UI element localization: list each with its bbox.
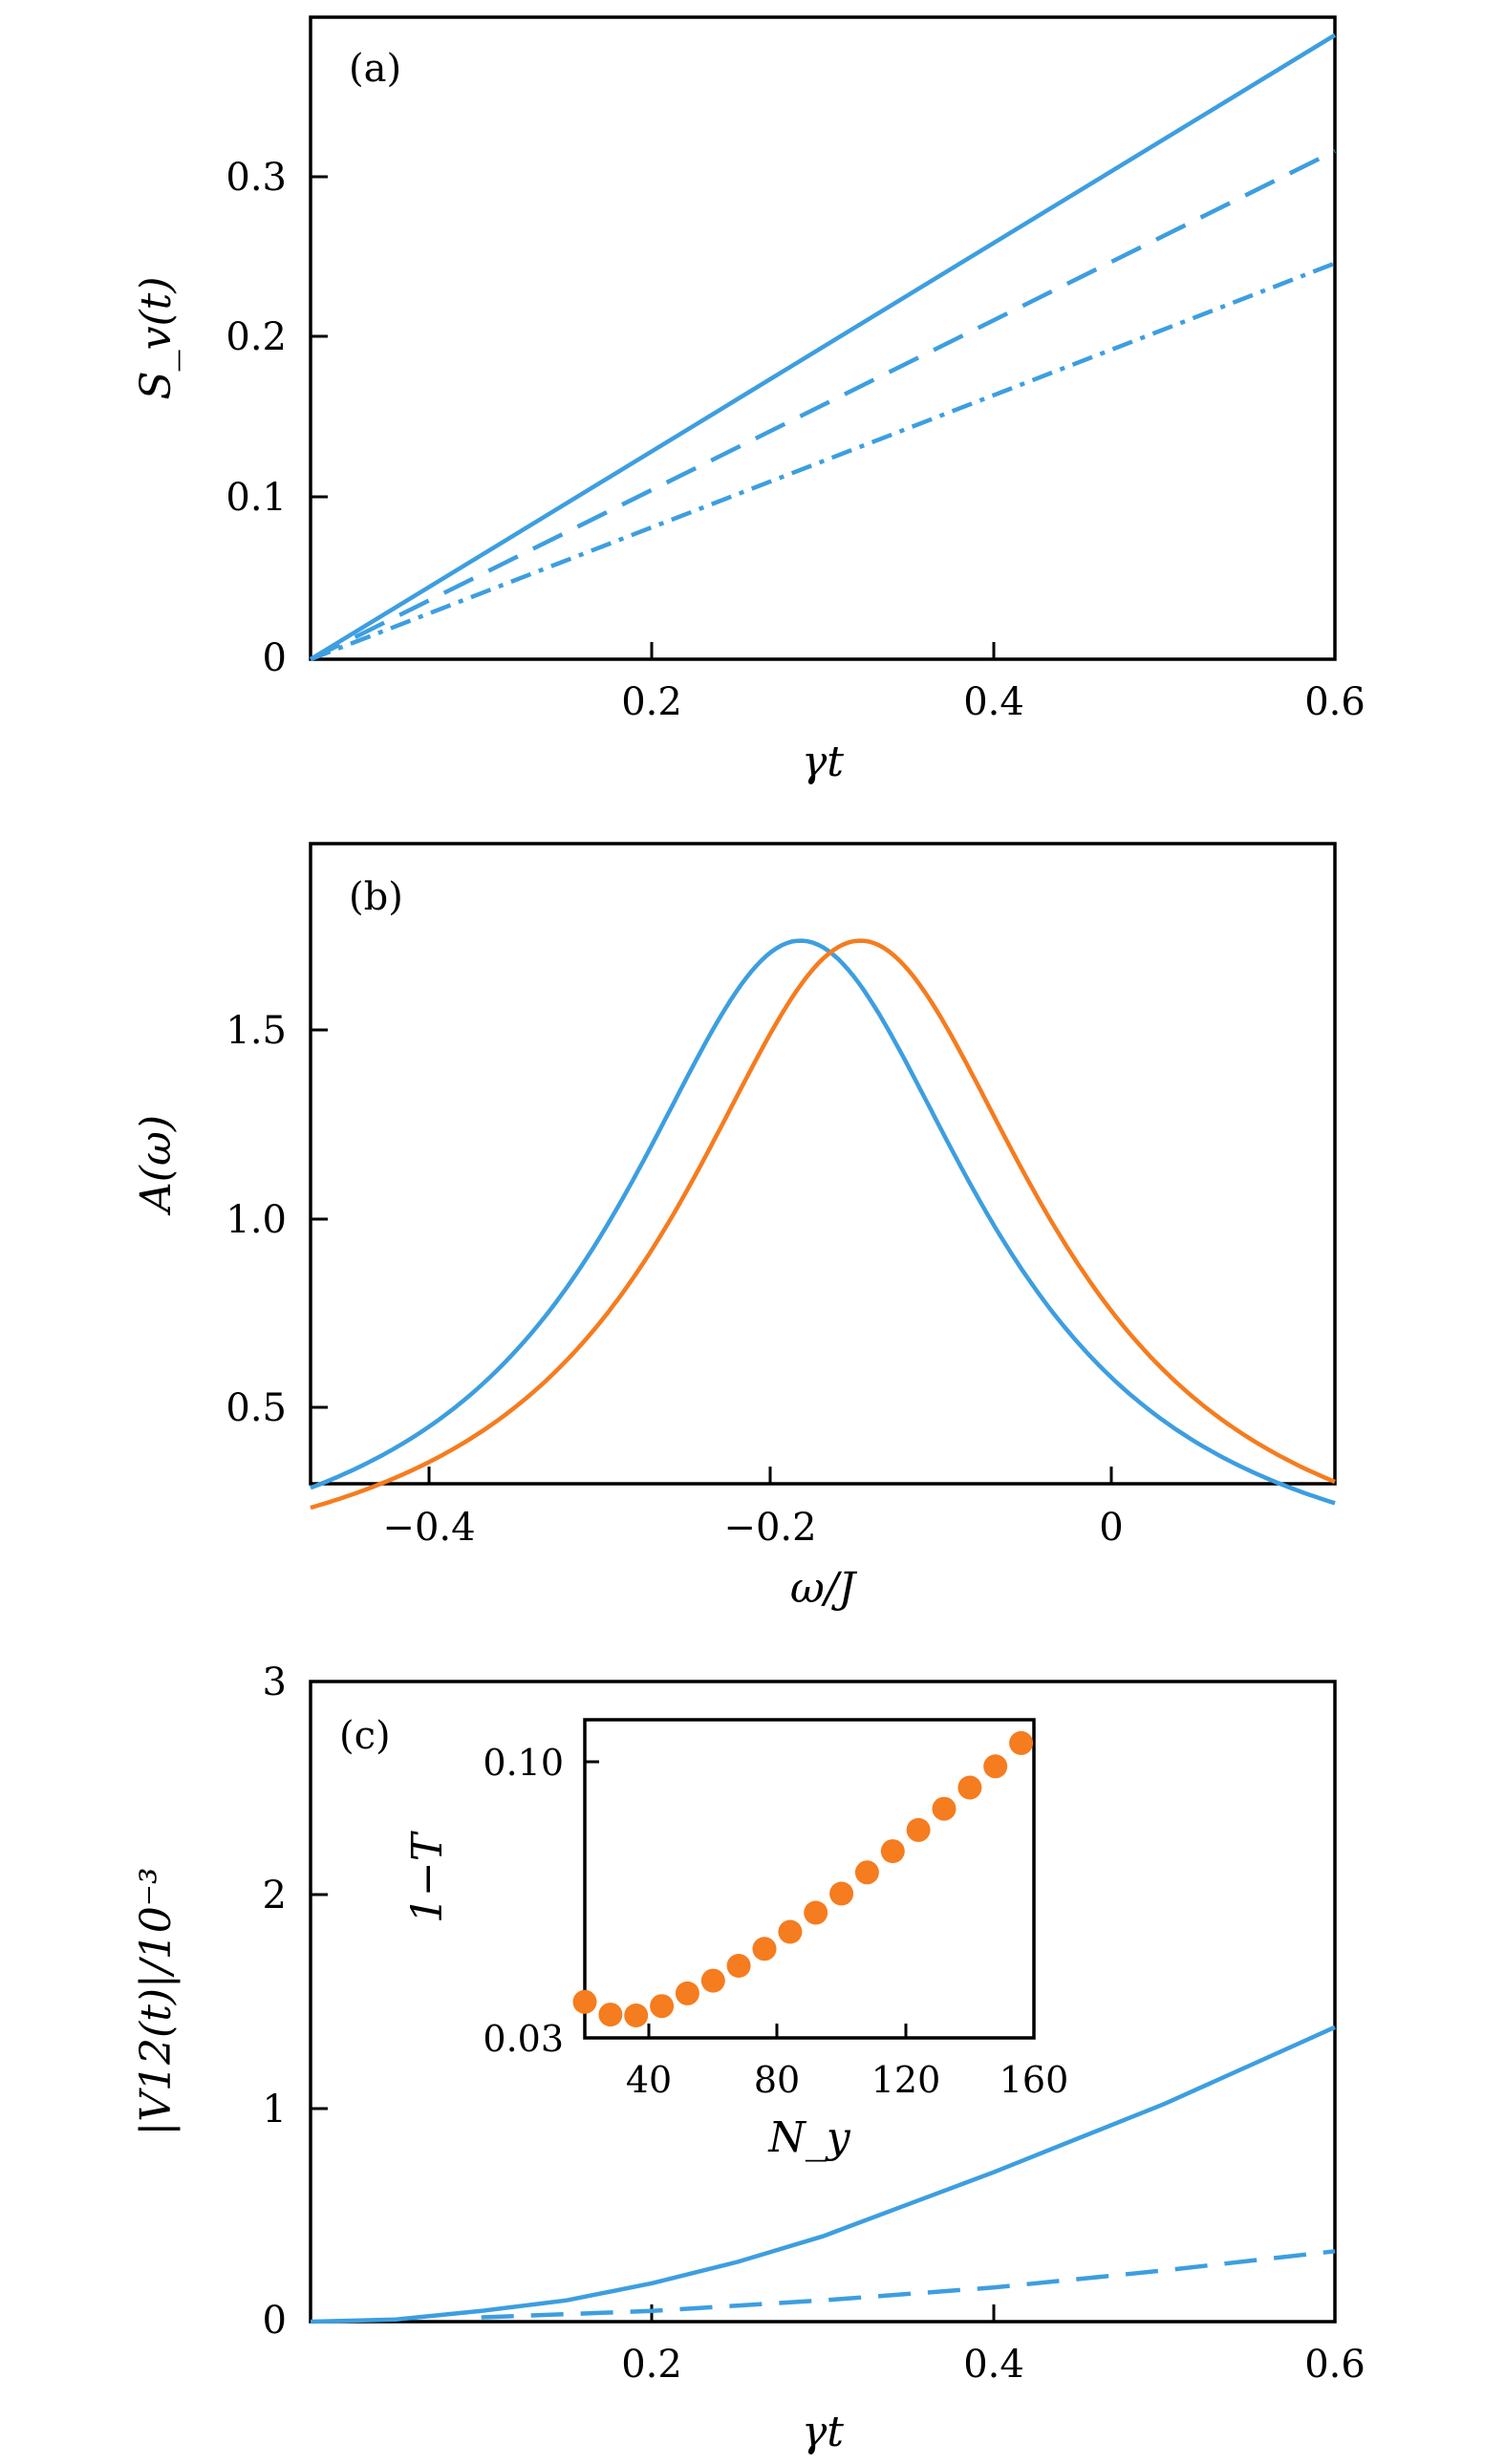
inset-marker-1: [572, 1989, 597, 2014]
panel-c-frame: [309, 1680, 1337, 2324]
panel-b-ylabel: A(ω): [132, 1115, 181, 1216]
inset-marker-6: [700, 1968, 725, 1993]
panel-a-frame: [309, 15, 1337, 661]
panel-c-ytick-label-2: 2: [263, 1874, 287, 1918]
panel-c-ytick-label-0: 0: [263, 2299, 287, 2343]
panel-c-xlabel: γt: [802, 2408, 844, 2456]
panel-b-frame: [309, 842, 1337, 1486]
panel-a-ytick-label-2: 0.2: [226, 315, 287, 359]
inset-marker-7: [726, 1954, 751, 1978]
panel-a-ytick-label-1: 0.1: [226, 476, 287, 520]
panel-a-series-dashed: [309, 148, 1337, 662]
panel-b: (b) −0.4 −0.2 0 0.5 1.0 1.5 ω/J A(ω): [132, 842, 1337, 1613]
panel-c-label: (c): [339, 1714, 391, 1758]
panel-b-ytick-label-2: 1.0: [226, 1198, 287, 1242]
inset-xtick-label-2: 80: [754, 2059, 800, 2101]
inset-marker-13: [880, 1839, 905, 1864]
inset-markers: [572, 1730, 1034, 2027]
panel-a: (a) 0.2 0.4 0.6 0 0.1 0.2 0.3 γt S_v(t): [132, 15, 1365, 786]
panel-a-yticks: 0 0.1 0.2 0.3: [226, 156, 328, 680]
panel-b-series-blue: [310, 938, 1336, 1506]
inset-marker-12: [854, 1860, 879, 1885]
panel-b-label: (b): [349, 875, 403, 919]
inset-xtick-label-4: 160: [1000, 2059, 1069, 2101]
inset-marker-10: [804, 1900, 828, 1925]
panel-c-ytick-label-1: 1: [263, 2088, 287, 2132]
panel-b-xticks: −0.4 −0.2 0: [382, 1467, 1124, 1550]
inset-ytick-label-1: 0.03: [483, 2018, 564, 2060]
inset-marker-8: [752, 1937, 777, 1961]
panel-b-ytick-label-1: 0.5: [226, 1386, 287, 1430]
inset-marker-2: [598, 2003, 623, 2027]
inset-xtick-label-1: 40: [626, 2059, 672, 2101]
inset-xlabel: N_y: [767, 2113, 851, 2162]
inset-ytick-label-2: 0.10: [483, 1742, 564, 1784]
inset-yticks: 0.03 0.10: [483, 1742, 599, 2060]
panel-b-series-orange: [310, 938, 1336, 1511]
panel-b-ytick-label-3: 1.5: [226, 1009, 287, 1053]
panel-a-xtick-label-1: 0.2: [621, 680, 682, 724]
panel-b-xtick-label-3: 0: [1099, 1506, 1123, 1550]
panel-a-xlabel: γt: [802, 738, 844, 786]
inset-marker-11: [829, 1881, 854, 1906]
panel-c-series-dashed: [481, 2249, 1336, 2320]
panel-b-xtick-label-2: −0.2: [723, 1506, 816, 1550]
inset-xtick-label-3: 120: [871, 2059, 941, 2101]
panel-c-ytick-label-3: 3: [263, 1661, 287, 1704]
panel-c-series-solid: [310, 2025, 1336, 2325]
inset-marker-14: [906, 1817, 931, 1842]
panel-b-xtick-label-1: −0.4: [382, 1506, 475, 1550]
panel-a-ytick-label-0: 0: [263, 636, 287, 680]
panel-c: (c) 0.2 0.4 0.6 0 1 2 3 γt |V12(t)|/10⁻³: [132, 1661, 1365, 2456]
panel-c-xtick-label-1: 0.2: [621, 2343, 682, 2387]
inset-marker-5: [675, 1981, 699, 2005]
panel-b-xlabel: ω/J: [790, 1564, 858, 1613]
inset-marker-18: [1009, 1730, 1034, 1755]
inset-marker-4: [650, 1994, 675, 2019]
inset-xticks: 40 80 120 160: [626, 2024, 1068, 2101]
panel-a-xtick-label-3: 0.6: [1304, 680, 1365, 724]
panel-b-yticks: 0.5 1.0 1.5: [226, 1009, 328, 1430]
panel-a-ylabel: S_v(t): [132, 276, 181, 399]
inset-ylabel: 1−T: [403, 1830, 452, 1923]
panel-a-xtick-label-2: 0.4: [963, 680, 1024, 724]
panel-c-xtick-label-3: 0.6: [1304, 2343, 1365, 2387]
panel-a-series-dashdot: [310, 261, 1336, 662]
panel-a-ytick-label-3: 0.3: [226, 156, 287, 200]
panel-c-ylabel: |V12(t)|/10⁻³: [132, 1867, 181, 2135]
panel-a-label: (a): [349, 47, 401, 91]
inset-marker-3: [624, 2003, 649, 2027]
panel-a-xticks: 0.2 0.4 0.6: [621, 642, 1365, 724]
panel-a-series-solid: [309, 32, 1337, 661]
inset-marker-9: [778, 1919, 803, 1944]
panel-c-xtick-label-2: 0.4: [963, 2343, 1024, 2387]
inset-marker-16: [957, 1775, 982, 1800]
inset-marker-17: [983, 1754, 1008, 1779]
panel-c-yticks: 0 1 2 3: [263, 1661, 328, 2343]
inset-marker-15: [932, 1796, 957, 1821]
panel-c-inset: 40 80 120 160 0.03 0.10 N_y 1−T: [403, 1718, 1068, 2162]
panel-c-xticks: 0.2 0.4 0.6: [621, 2304, 1365, 2387]
inset-frame: [583, 1718, 1036, 2040]
